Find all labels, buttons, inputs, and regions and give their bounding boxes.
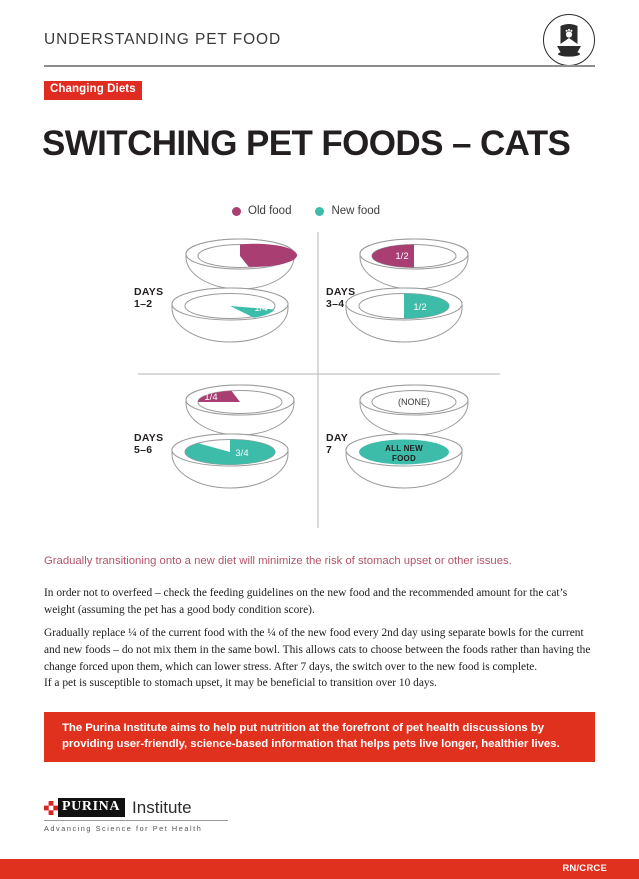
legend-dot-old-food (232, 206, 241, 216)
legend-item-old-food: Old food (232, 205, 291, 217)
body-paragraph-3: If a pet is susceptible to stomach upset… (44, 677, 437, 689)
legend-label-new-food: New food (331, 205, 381, 217)
logo-tagline: Advancing Science for Pet Health (44, 824, 203, 834)
logo-brand: PURINA (58, 798, 126, 818)
food-amount-old-days-5-6: 1/4 (204, 392, 217, 403)
header-title: UNDERSTANDING PET FOOD (44, 31, 282, 48)
stage-label-days-3-4-line2: 3–4 (326, 298, 344, 310)
food-portion-new (404, 293, 449, 319)
food-portion-old (198, 390, 240, 402)
bowl-old-food-days-3-4: 1/2 (359, 238, 469, 290)
food-amount-old-day-7: (NONE) (398, 397, 430, 407)
bowl-old-food-days-5-6: 1/4 (185, 384, 295, 436)
stage-label-days-1-2-line2: 1–2 (134, 298, 152, 310)
food-amount-new-day-7-line1: ALL NEW (385, 444, 423, 453)
bowl-old-food-day-7: (NONE) (359, 384, 469, 436)
body-paragraph-2: Gradually replace ¼ of the current food … (44, 627, 591, 674)
page-footer: RN/CRCE (0, 859, 639, 879)
legend-label-old-food: Old food (248, 205, 292, 217)
legend-item-new-food: New food (315, 205, 380, 217)
bowl-new-food-days-5-6: 3/4 (171, 433, 289, 489)
stage-label-day-7-line2: 7 (326, 444, 332, 456)
food-portion-new (185, 439, 276, 465)
bowl-new-food-day-7: ALL NEW FOOD (345, 433, 463, 489)
body-paragraph-1: In order not to overfeed – check the fee… (44, 587, 568, 617)
food-portion-old (372, 244, 414, 268)
food-portion-new (359, 439, 449, 465)
stage-label-days-5-6-line2: 5–6 (134, 444, 152, 456)
food-portion-new (230, 306, 275, 318)
legend: Old food New food (232, 205, 380, 217)
legend-dot-new-food (315, 206, 325, 216)
logo-wordmark-row: PURINA Institute (44, 798, 274, 818)
header-divider (44, 65, 595, 67)
pet-food-bag-and-bowl-icon (543, 14, 595, 66)
stage-label-days-3-4-line1: DAYS (326, 286, 355, 298)
stage-days-3-4: 1/2 1/2 DAYS 3–4 (326, 238, 469, 343)
purina-institute-logo: PURINA Institute Advancing Science for P… (44, 798, 274, 836)
stage-label-day-7-line1: DAY (326, 432, 348, 444)
stage-day-7: (NONE) ALL NEW FOOD DAY 7 (326, 384, 469, 489)
food-amount-new-days-5-6: 3/4 (235, 448, 248, 459)
logo-sub-brand: Institute (132, 798, 192, 818)
section-tag: Changing Diets (44, 81, 142, 100)
stage-label-days-5-6-line1: DAYS (134, 432, 163, 444)
bowl-new-food-days-3-4: 1/2 (345, 287, 463, 343)
stage-days-1-2: 3/4 1/4 DAYS 1–2 (134, 238, 298, 343)
food-amount-old-days-3-4: 1/2 (395, 251, 408, 262)
mission-callout-text: The Purina Institute aims to help put nu… (62, 722, 560, 750)
purina-checkerboard-icon (44, 800, 58, 815)
food-amount-new-day-7-line2: FOOD (392, 454, 416, 463)
switching-foods-diagram: 3/4 1/4 DAYS 1–2 (130, 228, 520, 533)
mission-callout: The Purina Institute aims to help put nu… (44, 712, 595, 762)
food-amount-old-days-1-2: 3/4 (227, 251, 240, 262)
food-amount-new-days-1-2: 1/4 (254, 303, 267, 314)
stage-label-days-1-2-line1: DAYS (134, 286, 163, 298)
bowl-old-food-days-1-2: 3/4 (185, 238, 298, 290)
food-portion-old (240, 243, 298, 267)
food-amount-new-days-3-4: 1/2 (413, 302, 426, 313)
stage-days-5-6: 1/4 3/4 DAYS 5–6 (134, 384, 295, 489)
lead-paragraph: Gradually transitioning onto a new diet … (44, 555, 512, 567)
page-title: SWITCHING PET FOODS – CATS (42, 124, 571, 163)
footer-code: RN/CRCE (562, 863, 607, 874)
logo-divider (44, 820, 228, 822)
bowl-new-food-days-1-2: 1/4 (171, 287, 289, 343)
page-header: UNDERSTANDING PET FOOD (44, 14, 595, 66)
